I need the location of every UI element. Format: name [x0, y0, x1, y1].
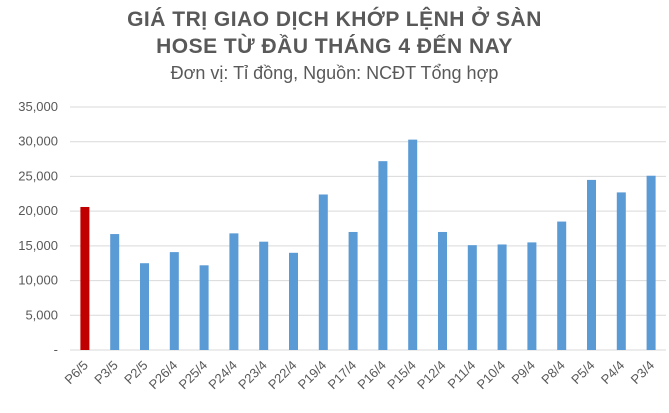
x-tick-label: P10/4	[474, 358, 509, 393]
y-tick-label: 15,000	[18, 238, 58, 253]
x-tick-label: P26/4	[146, 358, 181, 393]
y-tick-label: 5,000	[25, 307, 58, 322]
bar	[408, 139, 418, 350]
y-tick-label: 30,000	[18, 134, 58, 149]
bar	[557, 221, 567, 350]
y-tick-label: 10,000	[18, 273, 58, 288]
bar	[527, 242, 537, 350]
bar	[348, 231, 358, 350]
bar	[318, 194, 328, 350]
x-axis-ticks: P6/5 P3/5 P2/5P26/4P25/4P24/4P23/4P22/4P19…	[61, 358, 657, 393]
x-tick-label: P12/4	[414, 358, 449, 393]
bar	[80, 206, 90, 350]
bar	[587, 179, 596, 350]
x-tick-label: P24/4	[205, 358, 240, 393]
chart-subtitle: Đơn vị: Tỉ đồng, Nguồn: NCĐT Tổng hợp	[170, 63, 499, 83]
bar	[616, 192, 626, 350]
y-axis-ticks: - 5,000 10,000 15,000 20,000 25,000 30,000 35,0…	[18, 99, 58, 357]
y-tick-label: 25,000	[18, 168, 58, 183]
x-tick-label: P8/4	[538, 358, 568, 388]
y-tick-label: -	[54, 342, 58, 357]
y-tick-label: 20,000	[18, 203, 58, 218]
bar	[110, 234, 120, 350]
bar	[497, 244, 507, 350]
gridlines	[70, 106, 666, 351]
chart-title: GIÁ TRỊ GIAO DỊCH KHỚP LỆNH Ở SÀN HOSE T…	[0, 6, 669, 60]
bar	[646, 175, 656, 350]
x-tick-label: P23/4	[235, 358, 270, 393]
bar	[438, 231, 447, 350]
x-tick-label: P17/4	[325, 358, 360, 393]
y-tick-label: 35,000	[18, 99, 58, 114]
bar	[169, 252, 179, 350]
bar	[229, 233, 239, 350]
bar	[259, 241, 269, 350]
bar	[378, 161, 388, 350]
bar	[199, 265, 209, 350]
x-tick-label: P3/4	[628, 358, 658, 388]
x-tick-label: P5/4	[568, 358, 598, 388]
x-tick-label: P9/4	[508, 358, 538, 388]
x-tick-label: P25/4	[176, 358, 211, 393]
chart-title-line-1: GIÁ TRỊ GIAO DỊCH KHỚP LỆNH Ở SÀN	[127, 8, 542, 31]
x-tick-label: P22/4	[265, 358, 300, 393]
x-tick-label: P4/4	[598, 358, 628, 388]
x-tick-label: P11/4	[444, 358, 478, 392]
bar	[467, 245, 477, 350]
x-tick-label: P16/4	[354, 358, 389, 393]
bar	[289, 252, 298, 350]
bar	[140, 263, 149, 350]
chart-title-line-2: HOSE TỪ ĐẦU THÁNG 4 ĐẾN NAY	[156, 35, 513, 58]
bars	[80, 139, 656, 350]
x-tick-label: P15/4	[384, 358, 419, 393]
x-tick-label: P19/4	[295, 358, 330, 393]
x-tick-label: P3/5	[91, 358, 121, 388]
x-tick-label: P6/5	[61, 358, 91, 388]
